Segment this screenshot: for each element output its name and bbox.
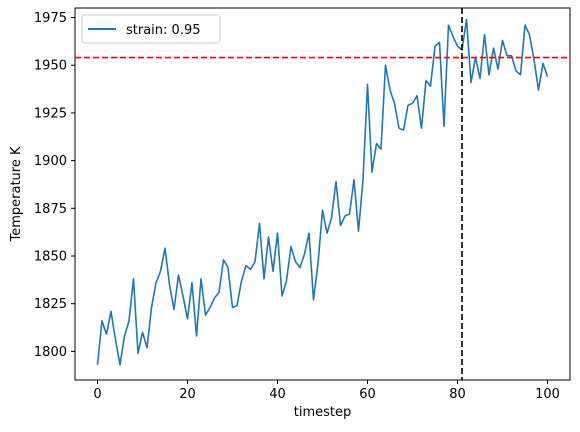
- y-tick-label: 1975: [34, 11, 67, 26]
- x-axis-label: timestep: [294, 405, 352, 420]
- y-tick-label: 1850: [34, 250, 67, 265]
- axis-ticks: 0 20 40 60 80 100 1800 1825 1850 1875 1900 1925 1950…: [34, 11, 560, 402]
- y-axis-label: Temperature K: [9, 146, 24, 242]
- x-tick-label: 80: [449, 387, 466, 402]
- y-tick-label: 1800: [34, 345, 67, 360]
- y-tick-label: 1925: [34, 106, 67, 121]
- plot-data: [75, 8, 570, 380]
- legend-label-strain: strain: 0.95: [126, 23, 201, 38]
- y-tick-label: 1950: [34, 59, 67, 74]
- axes-frame: [74, 7, 571, 381]
- x-tick-label: 20: [179, 387, 196, 402]
- y-tick-label: 1825: [34, 297, 67, 312]
- legend: strain: 0.95: [81, 14, 221, 44]
- x-tick-label: 100: [535, 387, 560, 402]
- plot-area: [74, 7, 571, 381]
- x-tick-label: 0: [93, 387, 101, 402]
- x-tick-label: 40: [269, 387, 286, 402]
- x-tick-label: 60: [359, 387, 376, 402]
- series-line-0: [96, 18, 549, 366]
- y-tick-label: 1900: [34, 154, 67, 169]
- y-tick-label: 1875: [34, 202, 67, 217]
- legend-box: [81, 14, 221, 44]
